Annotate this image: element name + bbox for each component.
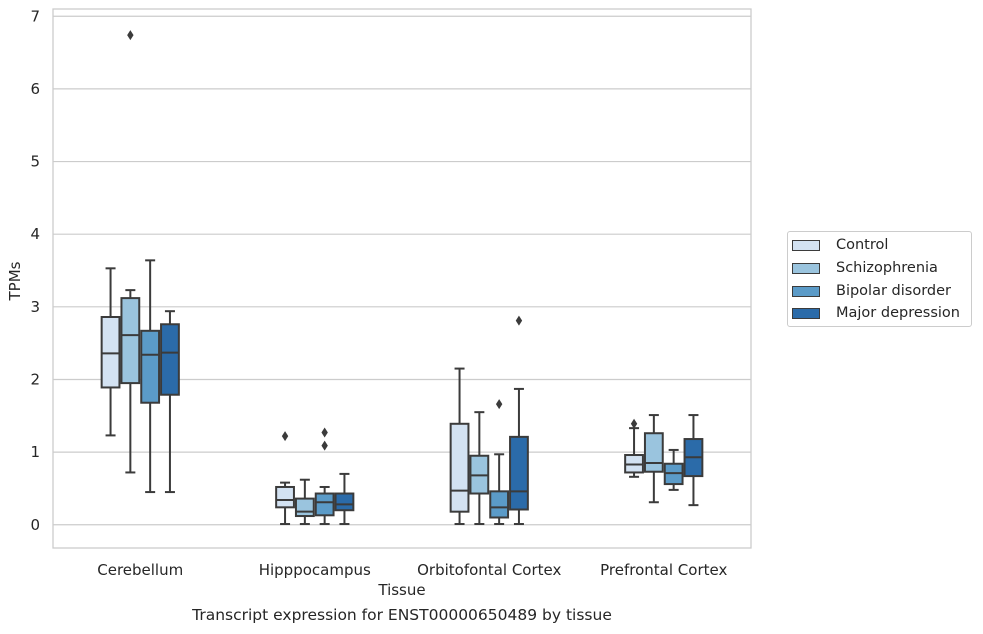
box-iqr xyxy=(643,432,664,473)
box-iqr xyxy=(100,316,121,389)
box-iqr xyxy=(449,422,470,513)
outlier-point xyxy=(495,399,503,410)
box-control-cerebellum xyxy=(100,267,121,437)
y-tick-label: 7 xyxy=(30,7,40,25)
box-iqr xyxy=(120,297,141,385)
box-control-prefrontal-cortex xyxy=(624,418,644,478)
plot-frame xyxy=(52,8,752,549)
y-tick-label: 5 xyxy=(30,153,40,171)
box-bipolar-disorder-orbitofontal-cortex xyxy=(489,399,510,526)
box-schizophrenia-prefrontal-cortex xyxy=(643,414,664,504)
x-tick-label: Cerebellum xyxy=(97,561,183,579)
box-iqr xyxy=(334,492,355,512)
y-tick-label: 1 xyxy=(30,443,40,461)
outlier-point xyxy=(515,315,523,326)
legend-label-schizophrenia: Schizophrenia xyxy=(836,260,938,276)
legend-item-major-depression: Major depression xyxy=(792,303,960,323)
x-tick-label: Hipppocampus xyxy=(259,561,371,579)
box-plots xyxy=(100,30,704,526)
box-iqr xyxy=(314,492,335,517)
box-bipolar-disorder-prefrontal-cortex xyxy=(663,448,684,491)
box-iqr xyxy=(294,497,315,518)
box-control-hipppocampus xyxy=(275,431,295,526)
x-tick-label: Orbitofontal Cortex xyxy=(417,561,561,579)
y-tick-label: 3 xyxy=(30,298,40,316)
box-bipolar-disorder-cerebellum xyxy=(140,259,161,494)
box-major-depression-hipppocampus xyxy=(334,472,355,526)
outlier-point xyxy=(127,30,134,41)
legend-swatch-major-depression xyxy=(792,307,820,319)
legend-swatch-control xyxy=(792,239,820,251)
legend-swatch-bipolar-disorder xyxy=(792,285,820,297)
legend-label-major-depression: Major depression xyxy=(836,305,960,321)
x-tick-labels: Cerebellum Hipppocampus Orbitofontal Corte… xyxy=(97,561,727,579)
box-control-orbitofontal-cortex xyxy=(449,367,470,526)
box-bipolar-disorder-hipppocampus xyxy=(314,427,335,526)
legend-swatch-schizophrenia xyxy=(792,262,820,274)
box-iqr xyxy=(509,435,529,511)
legend: Control Schizophrenia Bipolar disorder M… xyxy=(787,231,972,327)
box-major-depression-orbitofontal-cortex xyxy=(509,315,529,526)
y-axis-label: TPMs xyxy=(6,261,24,301)
box-iqr xyxy=(489,490,510,519)
outlier-point xyxy=(630,418,638,429)
x-tick-label: Prefrontal Cortex xyxy=(600,561,727,579)
box-major-depression-prefrontal-cortex xyxy=(683,414,704,507)
chart-caption: Transcript expression for ENST0000065048… xyxy=(192,606,612,624)
legend-label-control: Control xyxy=(836,237,889,253)
box-schizophrenia-cerebellum xyxy=(120,30,141,474)
outlier-point xyxy=(321,427,328,438)
y-tick-label: 0 xyxy=(30,516,40,534)
x-axis-label: Tissue xyxy=(377,581,425,599)
box-iqr xyxy=(160,323,180,396)
box-schizophrenia-hipppocampus xyxy=(294,478,315,526)
box-iqr xyxy=(275,485,295,509)
legend-item-control: Control xyxy=(792,235,888,255)
y-tick-label: 4 xyxy=(30,225,40,243)
outlier-point xyxy=(281,431,289,442)
y-tick-label: 6 xyxy=(30,80,40,98)
y-tick-label: 2 xyxy=(30,370,40,388)
y-tick-labels: 0 1 2 3 4 5 6 7 xyxy=(30,7,40,533)
outlier-point xyxy=(321,440,328,451)
legend-item-bipolar-disorder: Bipolar disorder xyxy=(792,281,951,301)
box-iqr xyxy=(140,329,161,404)
box-major-depression-cerebellum xyxy=(160,310,180,494)
box-schizophrenia-orbitofontal-cortex xyxy=(469,411,490,526)
legend-item-schizophrenia: Schizophrenia xyxy=(792,258,938,278)
legend-label-bipolar-disorder: Bipolar disorder xyxy=(836,283,951,299)
